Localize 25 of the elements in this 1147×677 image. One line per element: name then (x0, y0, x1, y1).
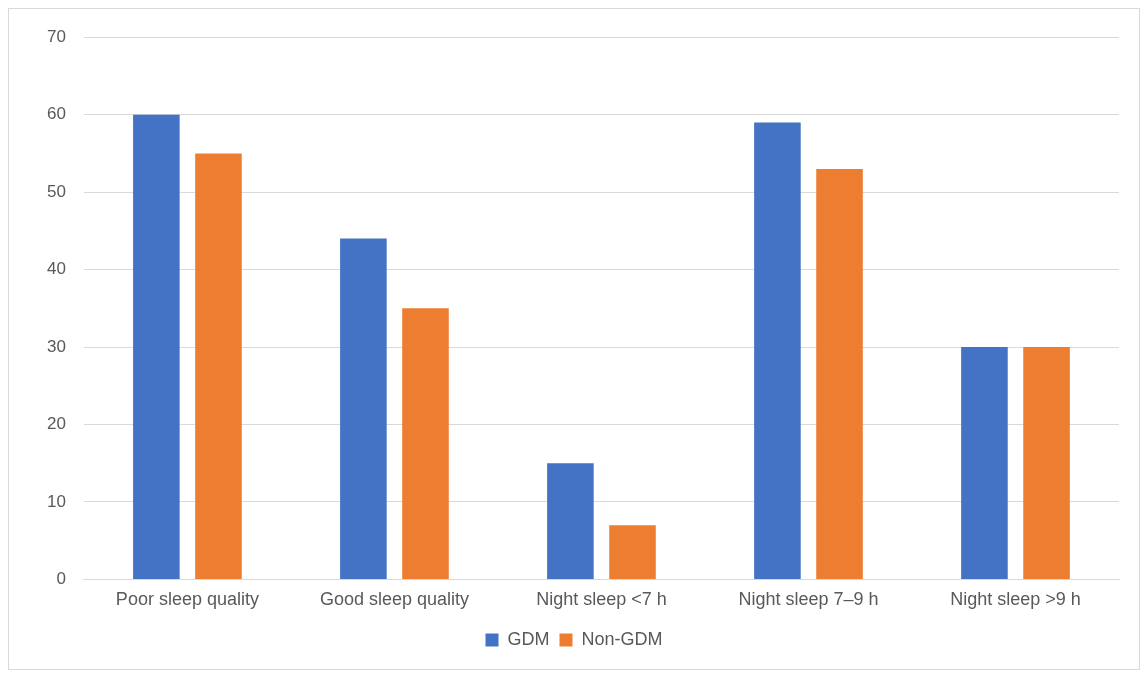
legend-label: GDM (507, 628, 550, 649)
bar (547, 463, 594, 579)
bar (816, 168, 863, 579)
y-tick-label: 10 (46, 491, 66, 511)
y-tick-label: 70 (46, 26, 66, 46)
bar (1023, 347, 1070, 579)
bar (609, 525, 656, 579)
legend-label: Non-GDM (581, 628, 663, 649)
bar (961, 347, 1008, 579)
bar (133, 114, 180, 579)
y-tick-label: 40 (46, 259, 66, 279)
x-tick-label: Night sleep >9 h (950, 589, 1081, 610)
x-tick-label: Night sleep 7–9 h (738, 589, 879, 610)
x-tick-label: Good sleep quality (319, 589, 469, 610)
y-tick-label: 20 (46, 414, 66, 434)
y-tick-label: 30 (46, 336, 66, 356)
bar (195, 153, 242, 579)
bar (402, 308, 449, 579)
bar (340, 238, 387, 579)
y-tick-label: 60 (46, 104, 66, 124)
x-tick-label: Night sleep <7 h (536, 589, 667, 610)
bar (754, 122, 801, 579)
x-tick-label: Poor sleep quality (115, 589, 259, 610)
y-tick-label: 0 (56, 569, 66, 589)
y-tick-label: 50 (46, 181, 66, 201)
